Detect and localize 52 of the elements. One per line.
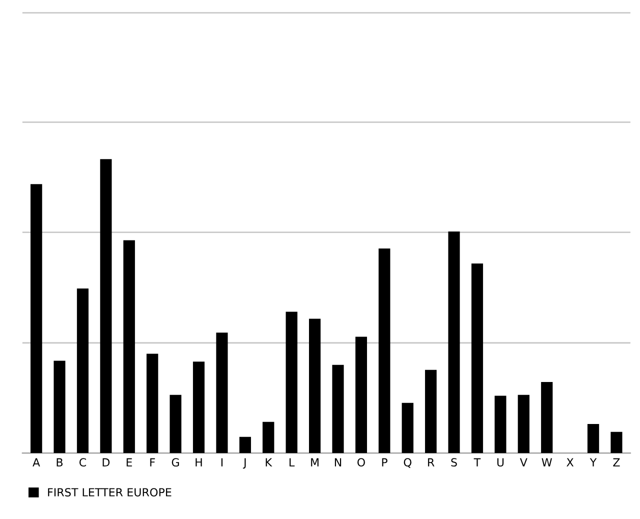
x-tick-label: M	[311, 458, 319, 466]
bar	[332, 364, 344, 454]
x-tick-label: P	[382, 458, 388, 466]
x-tick-label: E	[126, 458, 132, 466]
x-tick-label: A	[32, 458, 40, 466]
bar	[76, 288, 89, 454]
x-tick-label: Z	[613, 458, 620, 466]
bar	[378, 248, 390, 454]
x-tick-label: D	[102, 458, 110, 466]
x-tick-label: F	[150, 458, 155, 466]
x-tick-label: G	[172, 458, 179, 467]
bar	[262, 422, 274, 454]
bar	[286, 312, 298, 454]
x-tick-label: W	[542, 458, 552, 466]
x-tick-label: S	[451, 458, 457, 467]
legend-label: FIRST LETTER EUROPE	[48, 488, 172, 496]
bar	[308, 318, 321, 454]
x-tick-label: H	[196, 458, 202, 466]
bar	[494, 396, 506, 454]
bar	[30, 184, 42, 454]
x-tick-label: T	[474, 458, 481, 466]
bar	[448, 231, 460, 454]
bar	[100, 159, 112, 454]
bar	[170, 394, 182, 454]
bar	[355, 336, 368, 454]
x-tick-label: I	[221, 458, 223, 466]
bar	[402, 402, 414, 454]
x-tick-label: N	[334, 458, 342, 466]
bar	[587, 424, 600, 454]
bar	[123, 240, 135, 454]
x-tick-label: J	[242, 458, 246, 469]
bar	[471, 264, 484, 454]
bar	[518, 394, 530, 454]
bar	[146, 354, 158, 454]
bar	[425, 370, 437, 454]
bar	[192, 362, 205, 454]
x-tick-label: C	[79, 458, 86, 467]
x-tick-label: X	[566, 458, 574, 466]
x-tick-label: V	[520, 458, 528, 466]
x-tick-label: L	[290, 458, 295, 466]
x-tick-label: R	[428, 458, 434, 466]
x-tick-label: O	[357, 458, 365, 467]
x-tick-label: B	[56, 458, 63, 466]
x-tick-label: Y	[590, 458, 597, 466]
bar	[54, 360, 66, 454]
bar	[610, 432, 622, 454]
x-tick-label: K	[266, 458, 272, 466]
bar	[541, 382, 553, 454]
bar	[239, 436, 251, 454]
x-tick-label: U	[497, 458, 504, 467]
x-tick-label: Q	[404, 458, 412, 468]
bar	[216, 332, 228, 454]
